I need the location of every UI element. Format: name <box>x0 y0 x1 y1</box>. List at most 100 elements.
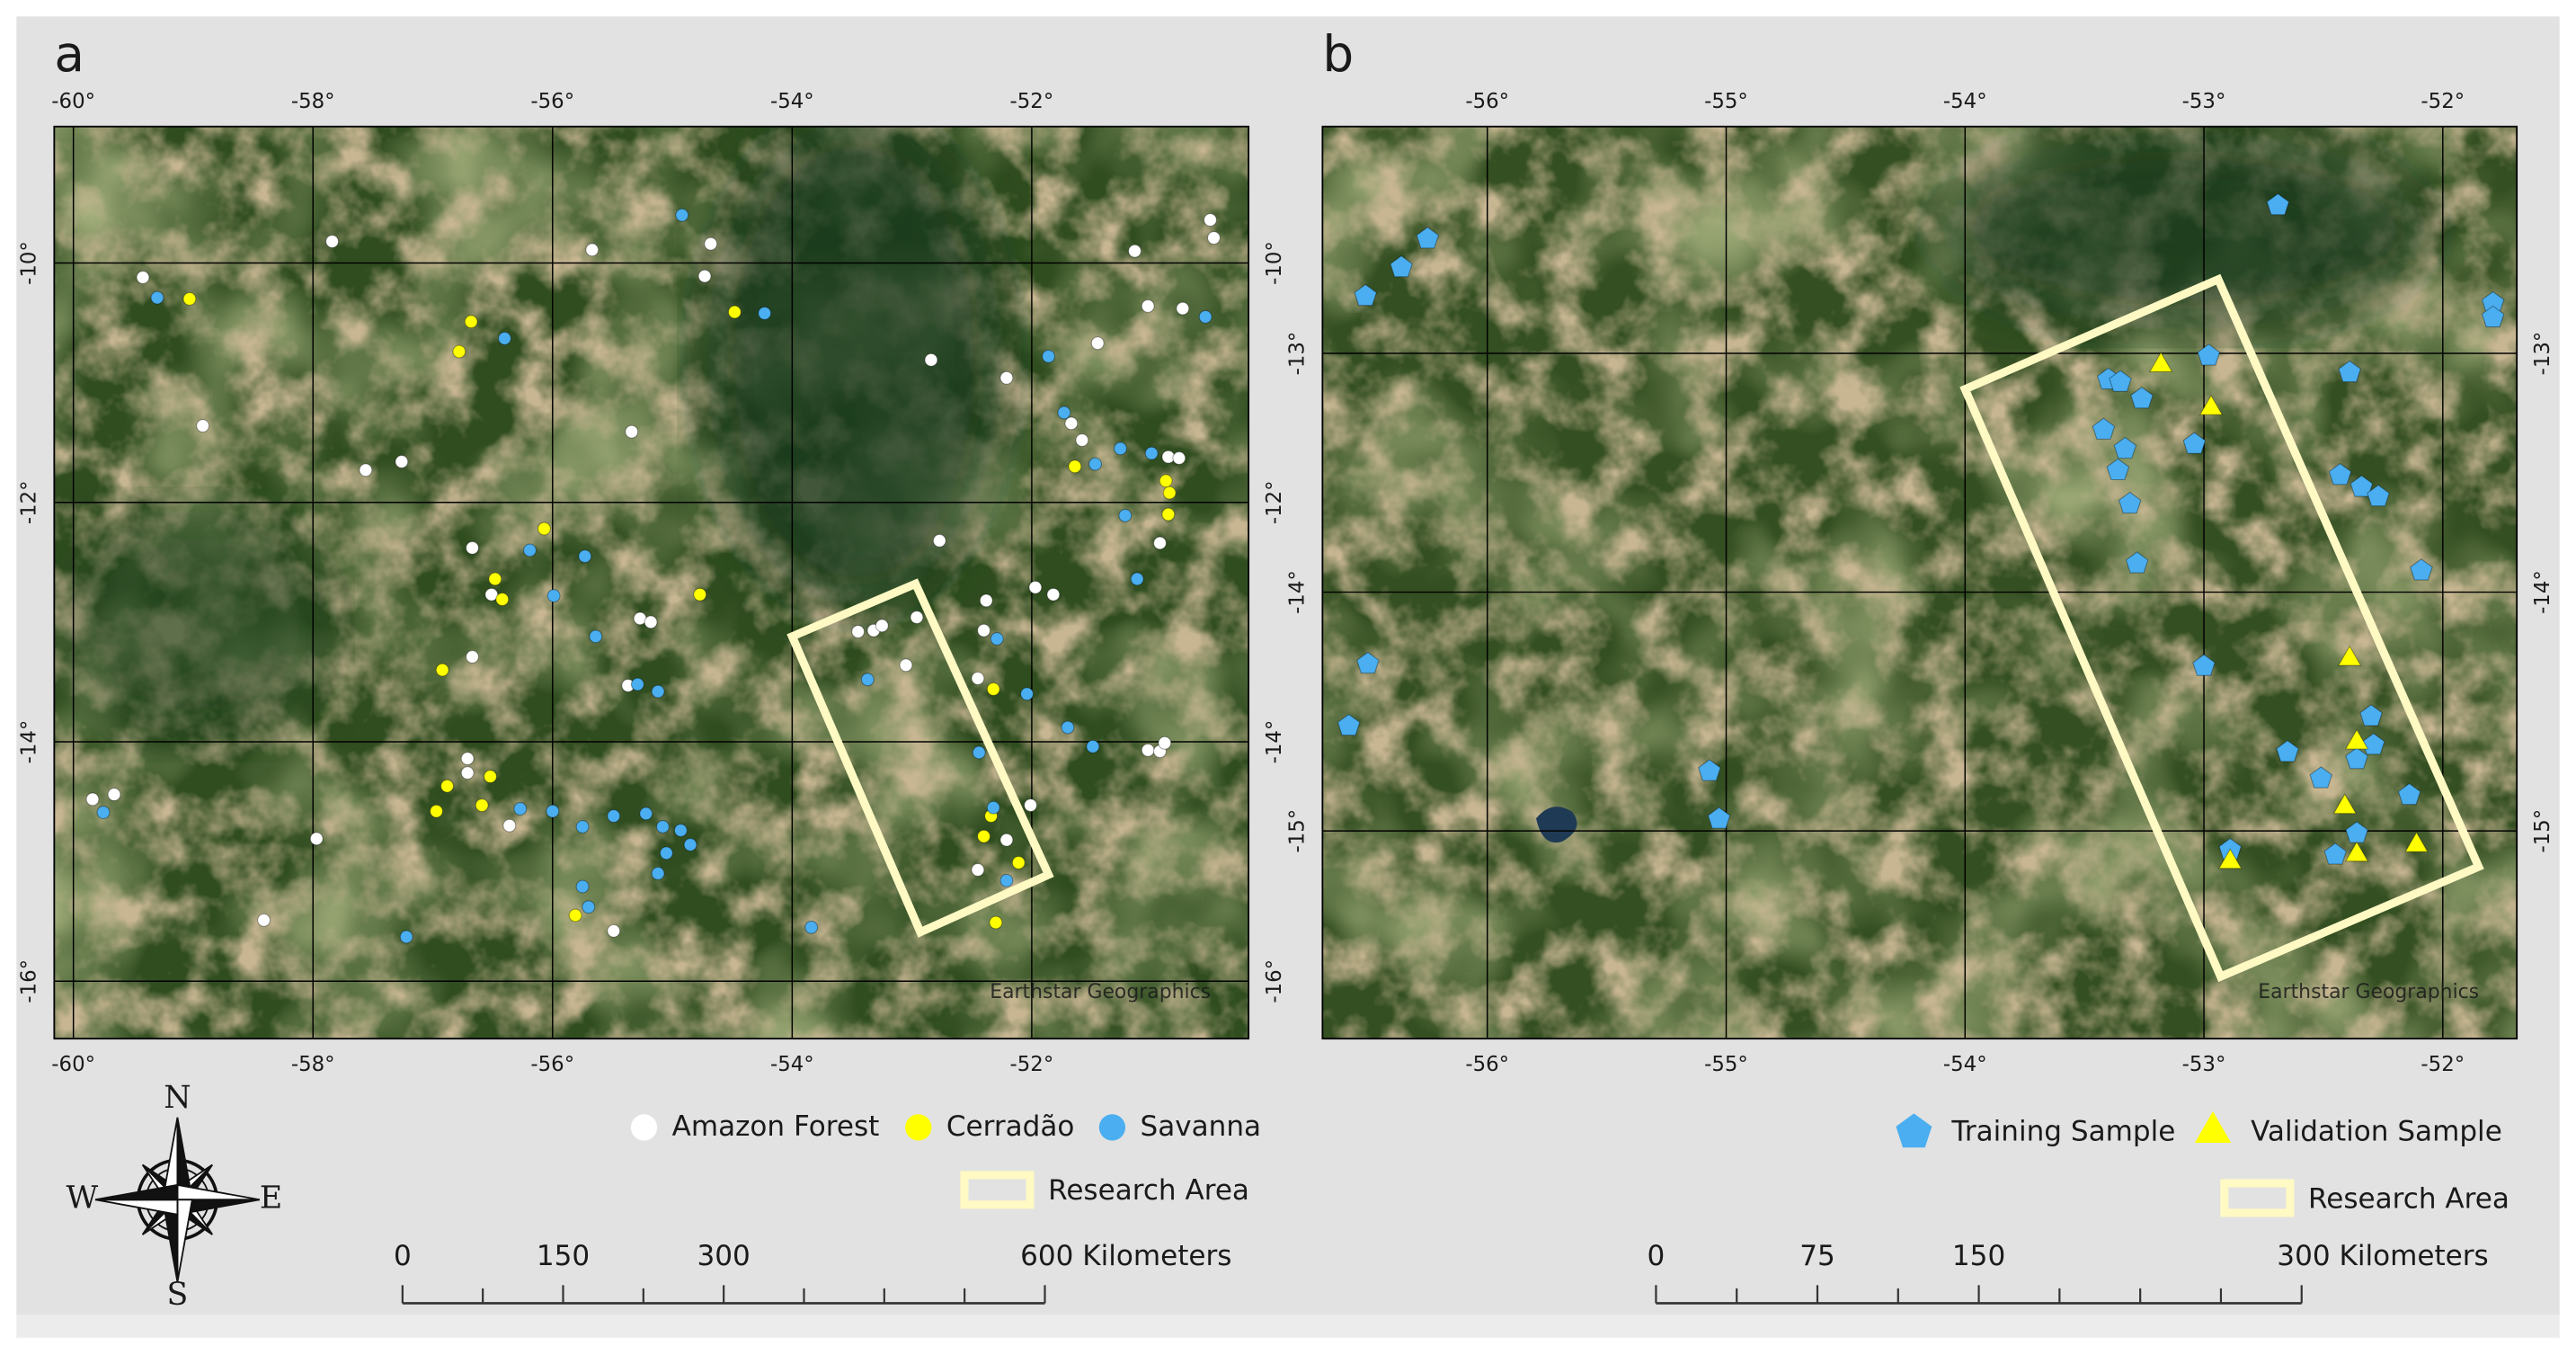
sample-point <box>1090 336 1105 351</box>
sample-point <box>546 804 560 818</box>
map-frame <box>1321 125 2518 1040</box>
sample-point <box>395 454 409 468</box>
map-frame <box>53 125 1250 1040</box>
sample-point <box>2148 351 2173 372</box>
sample-point <box>2309 766 2333 789</box>
sample-point <box>1176 301 1190 316</box>
sample-point <box>989 915 1003 930</box>
x-tick-label: -56° <box>530 90 574 113</box>
sample-point <box>899 658 913 673</box>
sample-point <box>999 833 1014 847</box>
x-tick-label: -55° <box>1704 90 1748 113</box>
sample-point <box>1075 433 1089 448</box>
sample-point <box>971 862 985 877</box>
sample-point <box>497 331 511 345</box>
sample-point <box>1046 587 1061 602</box>
panel-label: b <box>1322 25 1354 83</box>
sample-point <box>875 619 889 633</box>
sample-point <box>607 923 621 938</box>
research-area <box>786 578 1054 938</box>
sample-point <box>2359 704 2383 727</box>
x-tick-label: -53° <box>2182 1053 2226 1076</box>
map-overlay <box>1322 126 2518 1039</box>
sample-point <box>910 611 924 625</box>
sample-point <box>651 684 665 699</box>
compass <box>94 1117 260 1282</box>
sample-point <box>1068 459 1082 474</box>
sample-point <box>977 829 991 843</box>
sample-point <box>644 615 658 629</box>
sample-point <box>1114 441 1128 456</box>
sample-point <box>452 344 466 359</box>
forest-area <box>66 509 329 740</box>
sample-point <box>704 236 718 251</box>
sample-point <box>2092 417 2116 440</box>
sample-point <box>1011 855 1026 869</box>
sample-point <box>1118 508 1133 522</box>
legend-label: Research Area <box>2308 1182 2509 1215</box>
sample-point <box>136 270 150 284</box>
x-tick-label: -60° <box>51 1053 95 1076</box>
y-tick-label: -14° <box>17 720 40 764</box>
sample-point <box>1144 446 1159 460</box>
sample-point <box>2192 654 2216 676</box>
scale-label: 75 <box>1799 1240 1835 1272</box>
sample-point <box>96 806 111 820</box>
sample-point <box>257 913 271 927</box>
sample-point <box>1354 283 1378 307</box>
sample-point <box>578 549 592 564</box>
sample-point <box>639 807 653 821</box>
compass-letter: E <box>260 1180 282 1216</box>
x-tick-label: -56° <box>530 1053 574 1076</box>
sample-point <box>484 587 499 602</box>
attribution: Earthstar Geographics <box>2258 981 2479 1003</box>
x-tick-label: -52° <box>2421 1053 2465 1076</box>
sample-point <box>1086 739 1100 753</box>
sample-point <box>1198 309 1212 324</box>
sample-point <box>150 290 164 305</box>
sample-point <box>1141 743 1155 757</box>
y-tick-label: -13° <box>1285 332 1309 376</box>
sample-point <box>546 589 561 603</box>
sample-point <box>85 792 100 807</box>
sample-point <box>2404 831 2429 852</box>
sample-point <box>2349 475 2374 497</box>
sample-point <box>675 208 689 222</box>
sample-point <box>2217 848 2243 869</box>
sample-point <box>464 315 478 329</box>
sample-point <box>851 625 866 639</box>
sample-point <box>625 424 639 439</box>
legend-symbol <box>1098 1114 1126 1141</box>
sample-point <box>1042 349 1056 363</box>
sample-point <box>537 521 551 536</box>
sample-point <box>1130 572 1144 586</box>
sample-point <box>2344 728 2369 750</box>
sample-point <box>513 802 528 816</box>
sample-point <box>758 306 772 320</box>
sample-point <box>2345 746 2368 770</box>
legend-symbol <box>1896 1113 1932 1148</box>
sample-point <box>1153 536 1168 550</box>
scale-label: 300 <box>697 1240 751 1272</box>
sample-point <box>582 900 596 914</box>
sample-point <box>860 673 875 687</box>
x-tick-label: -55° <box>1704 1053 1748 1076</box>
sample-point <box>986 682 1000 696</box>
y-tick-label: -15° <box>1285 809 1309 853</box>
legend-symbol <box>960 1171 1035 1209</box>
sample-point <box>399 930 413 944</box>
sample-point <box>979 593 993 608</box>
legend-symbol <box>630 1114 658 1141</box>
sample-point <box>693 587 707 602</box>
sample-point <box>1020 687 1035 701</box>
sample-point <box>1337 713 1361 736</box>
sample-point <box>483 770 497 784</box>
legend-symbol <box>2220 1179 2295 1217</box>
y-tick-label: -15° <box>2531 809 2554 853</box>
y-tick-label: -14° <box>1263 720 1286 764</box>
sample-point <box>990 632 1004 646</box>
sample-point <box>999 370 1014 385</box>
sample-point <box>465 540 479 555</box>
compass-letter: W <box>67 1180 99 1216</box>
sample-point <box>575 820 590 834</box>
